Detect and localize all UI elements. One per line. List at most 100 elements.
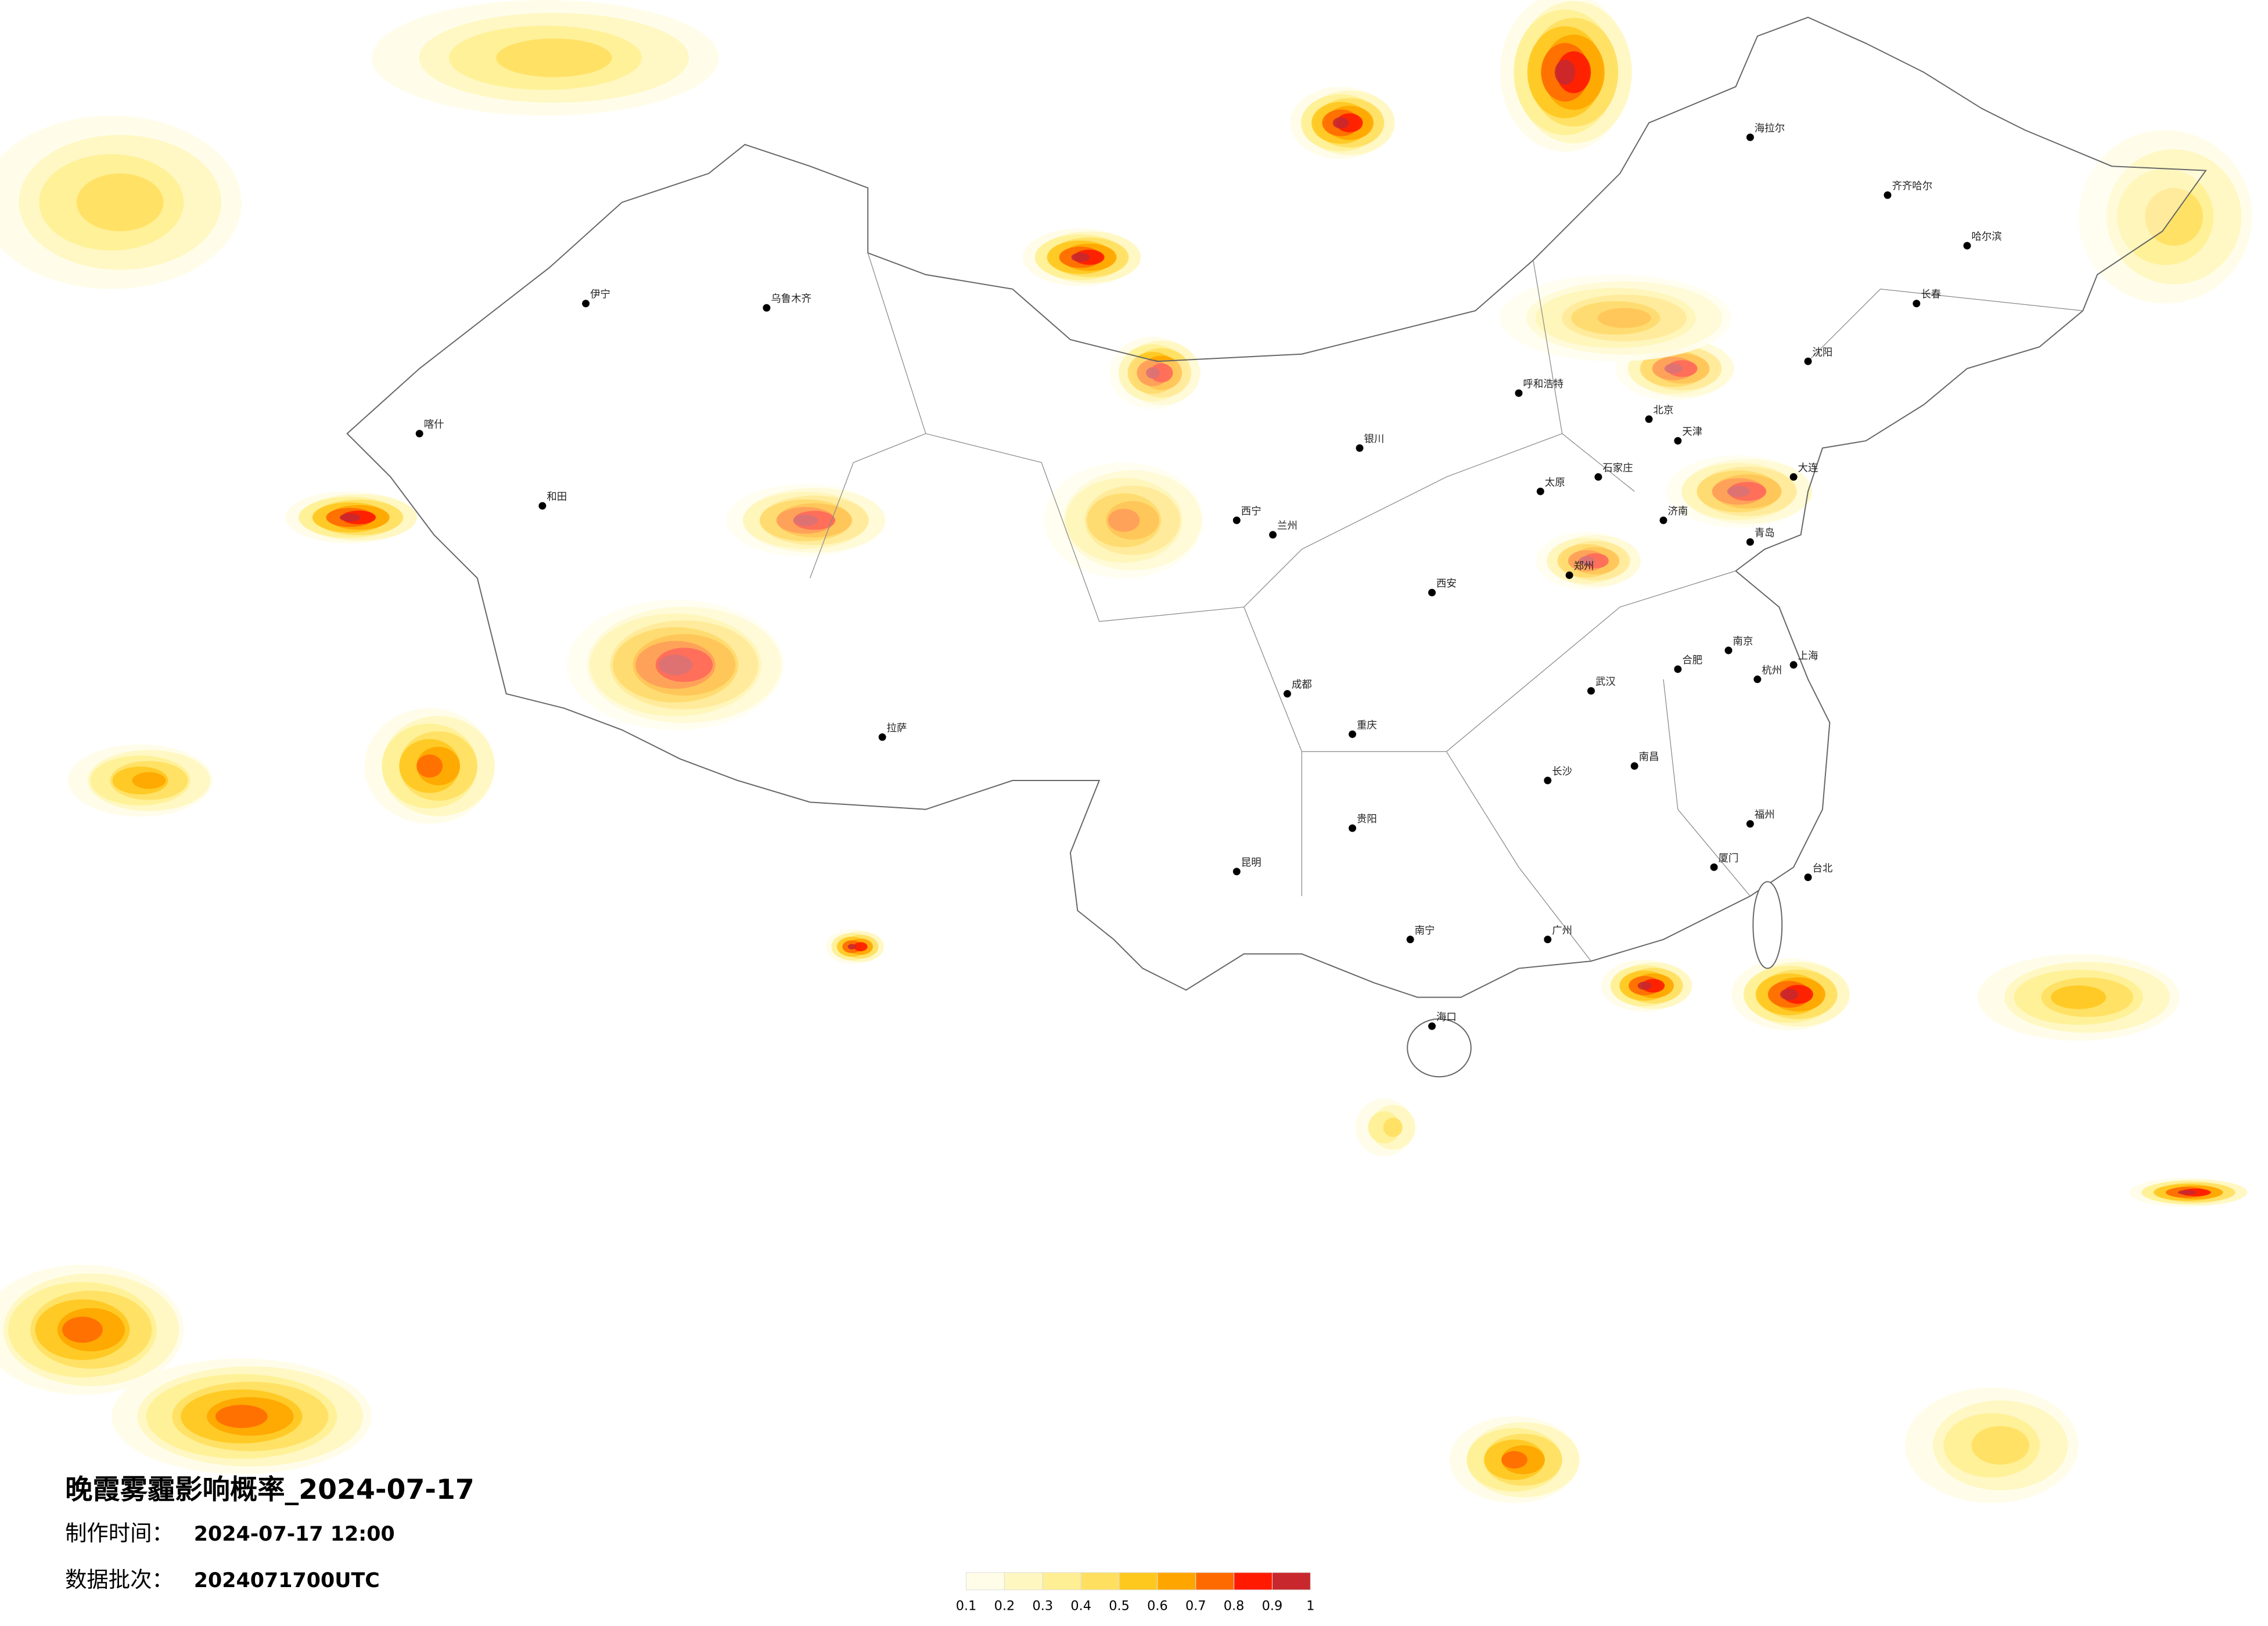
haze-area — [847, 944, 856, 949]
city-label: 银川 — [1364, 434, 1384, 445]
haze-area — [1780, 988, 1799, 1001]
city-label: 伊宁 — [590, 289, 610, 301]
colorbar-label: 0.7 — [1185, 1599, 1206, 1614]
city-label: 南昌 — [1639, 751, 1659, 763]
haze-area — [1383, 1117, 1403, 1137]
haze-area — [1727, 485, 1751, 498]
city-dot — [1594, 473, 1602, 481]
city-dot — [1544, 776, 1552, 785]
city-dot — [1746, 133, 1754, 141]
city-label: 重庆 — [1357, 720, 1377, 731]
city-dot — [1428, 588, 1436, 596]
colorbar-label: 0.1 — [956, 1599, 977, 1614]
city-dot — [1753, 675, 1762, 684]
city-label: 郑州 — [1574, 561, 1594, 573]
haze-area — [1071, 253, 1090, 262]
city-dot — [1232, 516, 1241, 524]
city-label: 长沙 — [1552, 766, 1572, 778]
colorbar-label: 0.6 — [1147, 1599, 1168, 1614]
title: 晚霞雾霾影响概率_2024-07-17 — [65, 1474, 475, 1506]
city-dot — [1269, 531, 1277, 539]
city-dot — [1284, 690, 1291, 698]
haze-area — [2145, 188, 2203, 246]
colorbar-swatch — [1195, 1572, 1235, 1591]
haze-area — [215, 1405, 268, 1429]
city-dot — [1913, 300, 1921, 308]
city-label: 青岛 — [1755, 527, 1775, 539]
city-label: 沈阳 — [1813, 347, 1833, 358]
city-dot — [1406, 936, 1414, 944]
haze-area — [1664, 364, 1683, 374]
colorbar-swatch — [1042, 1572, 1081, 1591]
colorbar-swatch — [1271, 1572, 1311, 1591]
colorbar-label: 0.9 — [1262, 1599, 1283, 1614]
city-label: 呼和浩特 — [1523, 379, 1563, 390]
colorbar-swatch — [1234, 1572, 1273, 1591]
city-label: 乌鲁木齐 — [771, 293, 811, 305]
city-label: 太原 — [1545, 477, 1565, 488]
colorbar-label: 1 — [1306, 1599, 1314, 1614]
batch-label: 数据批次： — [65, 1567, 174, 1592]
city-dot — [1536, 487, 1544, 495]
haze-area — [1579, 556, 1595, 566]
colorbar-label: 0.5 — [1109, 1599, 1130, 1614]
colorbar-label: 0.2 — [994, 1599, 1015, 1614]
colorbar: 0.1 0.2 0.3 0.4 0.5 0.6 0.7 0.8 0.9 1 — [956, 1572, 1314, 1614]
colorbar-swatch — [1080, 1572, 1120, 1591]
city-dot — [1659, 516, 1667, 524]
haze-area — [2177, 1190, 2197, 1195]
hainan-outline — [1407, 1018, 1472, 1078]
city-dot — [1724, 646, 1733, 654]
city-dot — [415, 430, 423, 438]
city-label: 石家庄 — [1602, 462, 1633, 474]
city-label: 贵阳 — [1357, 814, 1377, 825]
city-label: 南京 — [1733, 636, 1753, 647]
colorbar-swatch — [1119, 1572, 1158, 1591]
city-label: 武汉 — [1595, 677, 1616, 688]
city-label: 兰州 — [1277, 520, 1297, 532]
haze-area — [854, 942, 868, 952]
city-label: 台北 — [1813, 863, 1833, 875]
colorbar-swatch — [1157, 1572, 1196, 1591]
city-label: 成都 — [1292, 679, 1312, 691]
haze-area — [1146, 367, 1160, 379]
haze-area — [2051, 985, 2107, 1009]
haze-area — [496, 38, 612, 77]
city-label: 西宁 — [1241, 506, 1261, 517]
haze-area — [1554, 59, 1576, 85]
haze-area — [416, 754, 443, 778]
taiwan-outline — [1752, 881, 1783, 969]
city-label: 哈尔滨 — [1971, 231, 2001, 243]
colorbar-label: 0.4 — [1070, 1599, 1091, 1614]
city-label: 杭州 — [1762, 665, 1782, 677]
city-dot — [1544, 936, 1552, 944]
city-dot — [1674, 665, 1682, 673]
batch: 2024071700UTC — [194, 1569, 380, 1592]
city-label: 海拉尔 — [1755, 123, 1785, 134]
city-label: 海口 — [1436, 1012, 1457, 1023]
city-dot — [1804, 873, 1812, 882]
haze-area — [1501, 1451, 1527, 1469]
haze-area — [793, 515, 818, 526]
haze-area — [339, 513, 361, 522]
haze-area — [1332, 117, 1349, 129]
city-label: 拉萨 — [887, 722, 907, 734]
haze-area — [132, 772, 166, 789]
city-dot — [1746, 538, 1754, 546]
city-dot — [1645, 415, 1653, 423]
city-label: 大连 — [1798, 462, 1818, 474]
made-label: 制作时间： — [65, 1520, 174, 1546]
city-dot — [1349, 730, 1357, 738]
city-label: 广州 — [1552, 925, 1572, 937]
city-dot — [1746, 820, 1754, 828]
city-label: 西安 — [1436, 578, 1457, 589]
city-dot — [1356, 444, 1364, 452]
haze-area — [1597, 308, 1651, 328]
city-dot — [878, 733, 886, 741]
colorbar-label: 0.3 — [1033, 1599, 1054, 1614]
city-label: 昆明 — [1241, 857, 1261, 869]
city-dot — [1710, 863, 1718, 871]
city-label: 北京 — [1654, 405, 1674, 416]
